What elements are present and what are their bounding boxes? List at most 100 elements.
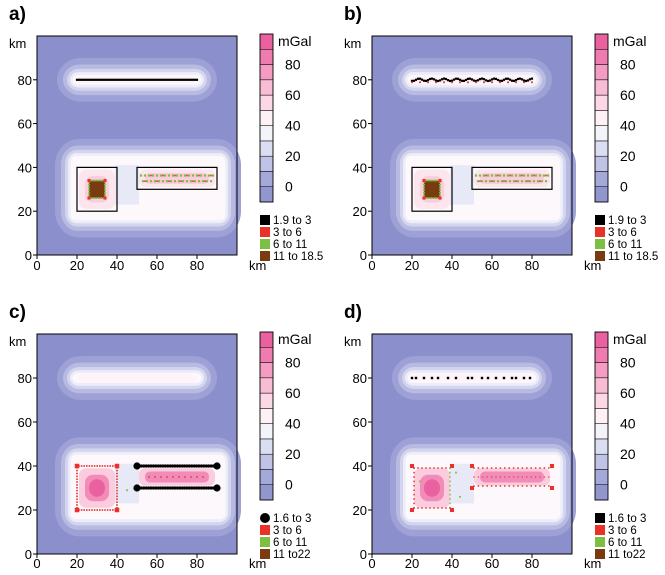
solution-point [157, 78, 161, 81]
solution-point [151, 464, 156, 468]
solution-point [449, 485, 451, 487]
y-tick-label: 80 [18, 73, 32, 88]
x-tick-label: 80 [190, 556, 204, 571]
solution-point [104, 184, 106, 186]
colorbar-tick-label: 0 [620, 477, 628, 493]
solution-point [449, 480, 451, 483]
solution-point [496, 180, 500, 183]
solution-point [449, 498, 451, 500]
solution-point [142, 486, 146, 490]
solution-point [97, 78, 101, 81]
colorbar-step [259, 423, 274, 440]
y-tick-label: 0 [25, 248, 32, 263]
solution-point [492, 77, 496, 80]
solution-point [522, 174, 526, 177]
solution-point [419, 81, 421, 84]
solution-point [211, 464, 216, 468]
colorbar-step [259, 49, 274, 65]
solution-point [142, 464, 146, 468]
solution-point [77, 78, 81, 81]
solution-point [153, 78, 157, 81]
legend-label: 6 to 11 [608, 537, 642, 549]
solution-point [129, 78, 133, 81]
solution-point [149, 464, 153, 468]
solution-point [191, 78, 195, 81]
solution-point [90, 179, 93, 182]
solution-point [530, 485, 532, 487]
solution-point [155, 174, 159, 177]
colorbar-step [259, 186, 274, 203]
solution-point [144, 464, 148, 468]
x-tick-label: 80 [525, 258, 539, 273]
y-tick-label: 40 [353, 160, 367, 175]
solution-point [482, 485, 484, 487]
solution-point [413, 489, 415, 491]
solution-point [506, 77, 510, 80]
solution-point [499, 467, 502, 469]
solution-point [147, 174, 151, 177]
colorbar-step [259, 362, 274, 379]
solution-point [79, 78, 83, 81]
solution-point [93, 465, 96, 467]
solution-point [99, 465, 101, 467]
solution-point [538, 174, 542, 177]
solution-point [504, 485, 506, 487]
solution-point [543, 467, 546, 469]
solution-point [438, 196, 442, 200]
solution-point [499, 476, 501, 478]
solution-point [91, 78, 95, 81]
solution-point [435, 179, 437, 182]
solution-point [422, 376, 426, 380]
solution-point [539, 180, 541, 182]
solution-point [116, 469, 118, 472]
y-tick-label: 20 [353, 204, 367, 219]
solution-point [423, 194, 425, 197]
solution-point [514, 174, 518, 177]
solution-point [477, 467, 480, 469]
solution-point [498, 79, 502, 83]
solution-point [488, 79, 492, 82]
solution-point [534, 485, 537, 487]
y-tick-label: 20 [353, 503, 367, 518]
solution-point [83, 465, 85, 467]
solution-point [449, 507, 451, 509]
solution-point [80, 465, 83, 467]
solution-point [107, 78, 111, 81]
solution-point [491, 81, 493, 84]
solution-point [473, 485, 475, 487]
solution-point [86, 509, 88, 511]
x-tick-label: 40 [445, 556, 459, 571]
solution-point [96, 465, 98, 467]
solution-point [495, 485, 497, 487]
solution-point [508, 485, 510, 487]
solution-point [508, 467, 510, 469]
solution-point [76, 495, 78, 498]
solution-point [454, 376, 458, 380]
solution-point [88, 465, 91, 467]
solution-point [455, 471, 457, 474]
solution-point [477, 485, 480, 487]
solution-point [76, 481, 78, 483]
solution-point [534, 467, 537, 469]
solution-point [163, 464, 168, 468]
solution-point [421, 507, 423, 509]
solution-point [116, 478, 118, 480]
solution-point [181, 78, 185, 81]
solution-point [211, 486, 216, 490]
colorbar-step [259, 125, 274, 142]
solution-point [490, 485, 493, 487]
solution-point [449, 493, 451, 496]
solution-point [550, 464, 554, 468]
solution-point [474, 79, 478, 83]
solution-point [159, 174, 163, 177]
solution-point [419, 480, 421, 483]
colorbar-step [259, 408, 274, 424]
solution-point [435, 197, 437, 199]
solution-point [470, 78, 474, 81]
solution-point [462, 79, 466, 82]
solution-point [175, 464, 180, 468]
solution-point [135, 78, 139, 81]
solution-point [151, 78, 155, 81]
solution-point [92, 197, 95, 199]
